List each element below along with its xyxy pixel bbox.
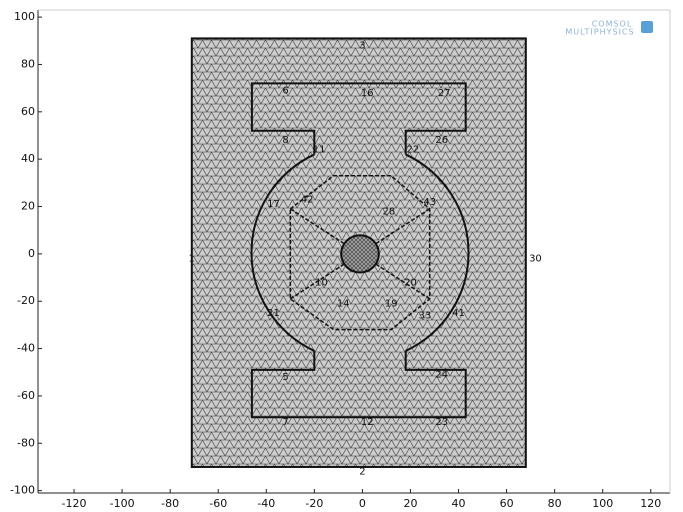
edge-label: 16 xyxy=(361,88,374,99)
x-tick-label: -40 xyxy=(257,497,275,510)
edge-label: 1 xyxy=(189,254,195,265)
inner-circle xyxy=(341,235,379,272)
edge-label: 43 xyxy=(423,197,436,208)
edge-label: 30 xyxy=(529,254,542,265)
x-tick-label: -60 xyxy=(209,497,227,510)
logo: COMSOL MULTIPHYSICS xyxy=(565,20,653,37)
y-tick-label: -100 xyxy=(10,484,35,497)
x-tick-label: 100 xyxy=(592,497,613,510)
edge-label: 7 xyxy=(282,417,288,428)
y-tick-label: 100 xyxy=(14,10,35,23)
x-tick-label: -100 xyxy=(110,497,135,510)
edge-label: 19 xyxy=(385,299,398,310)
edge-label: 26 xyxy=(435,135,448,146)
y-tick-label: 60 xyxy=(21,105,35,118)
x-tick-label: -80 xyxy=(161,497,179,510)
edge-label: 27 xyxy=(438,88,451,99)
edge-label: 12 xyxy=(361,417,374,428)
x-tick-label: 20 xyxy=(403,497,417,510)
y-tick-label: 20 xyxy=(21,200,35,213)
x-tick-label: 120 xyxy=(640,497,661,510)
x-tick-label: 40 xyxy=(452,497,466,510)
edge-label: 6 xyxy=(282,86,288,97)
edge-label: 33 xyxy=(419,310,432,321)
edge-label: 20 xyxy=(404,277,417,288)
y-tick-label: 80 xyxy=(21,57,35,70)
x-tick-label: -120 xyxy=(62,497,87,510)
y-tick-label: -20 xyxy=(17,294,35,307)
x-tick-label: -20 xyxy=(305,497,323,510)
x-tick-label: 0 xyxy=(359,497,366,510)
chart: 3230161627826112217422843102021141933415… xyxy=(0,0,683,512)
y-tick-label: 40 xyxy=(21,152,35,165)
edge-label: 42 xyxy=(301,194,314,205)
logo-icon xyxy=(641,21,653,33)
y-tick-label: 0 xyxy=(28,247,35,260)
edge-label: 28 xyxy=(382,206,395,217)
edge-label: 2 xyxy=(359,467,365,478)
edge-label: 5 xyxy=(282,372,288,383)
edge-label: 3 xyxy=(359,41,365,52)
edge-label: 24 xyxy=(435,370,448,381)
x-tick-label: 80 xyxy=(548,497,562,510)
edge-label: 10 xyxy=(315,277,328,288)
edge-label: 21 xyxy=(267,308,280,319)
edge-label: 23 xyxy=(435,417,448,428)
logo-text: MULTIPHYSICS xyxy=(565,28,634,37)
edge-label: 17 xyxy=(267,199,280,210)
y-tick-label: -60 xyxy=(17,389,35,402)
y-tick-label: -40 xyxy=(17,342,35,355)
edge-label: 22 xyxy=(407,145,420,156)
y-tick-label: -80 xyxy=(17,436,35,449)
edge-label: 8 xyxy=(282,135,288,146)
edge-label: 11 xyxy=(313,145,326,156)
x-tick-label: 60 xyxy=(500,497,514,510)
edge-label: 41 xyxy=(452,308,465,319)
edge-label: 14 xyxy=(337,299,350,310)
